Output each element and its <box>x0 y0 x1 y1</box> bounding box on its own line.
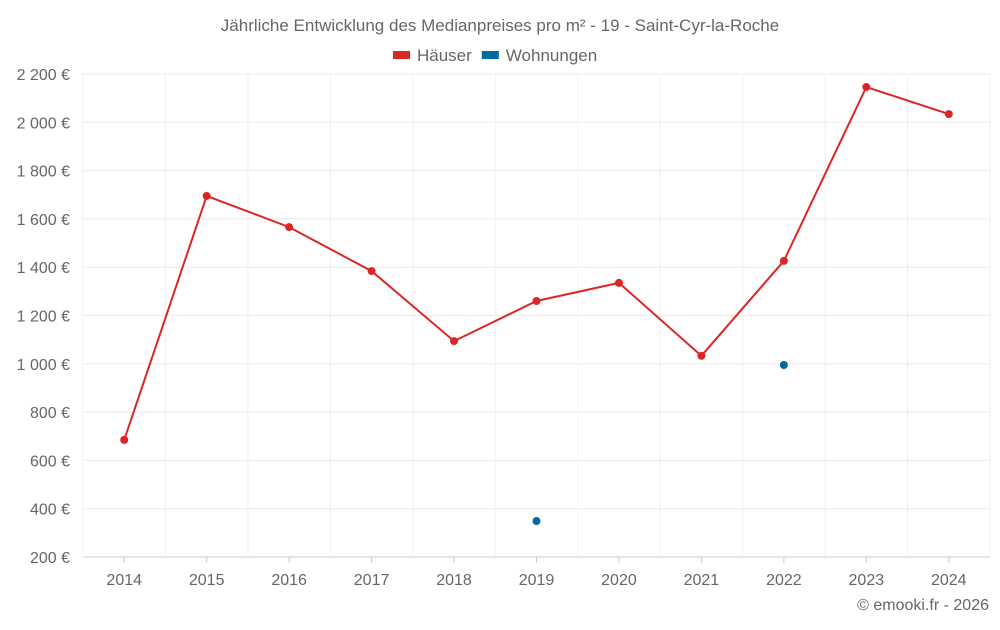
data-point <box>697 351 706 360</box>
x-tick-label: 2018 <box>436 572 472 589</box>
y-tick-label: 200 € <box>30 550 70 567</box>
y-tick-label: 1 600 € <box>17 212 70 229</box>
y-tick-label: 2 000 € <box>17 115 70 132</box>
data-point <box>944 110 953 119</box>
data-point <box>367 267 376 276</box>
y-tick-label: 1 400 € <box>17 260 70 277</box>
data-point <box>450 337 459 346</box>
x-tick-label: 2023 <box>849 572 885 589</box>
data-point <box>202 191 211 200</box>
y-tick-label: 600 € <box>30 453 70 470</box>
credit: © emooki.fr - 2026 <box>857 597 989 614</box>
y-tick-label: 1 800 € <box>17 164 70 181</box>
legend-label: Wohnungen <box>506 46 597 65</box>
x-tick-label: 2024 <box>931 572 967 589</box>
legend: Häuser Wohnungen <box>393 46 597 65</box>
x-tick-label: 2021 <box>684 572 720 589</box>
data-point <box>532 297 541 306</box>
data-point <box>779 361 788 370</box>
x-tick-label: 2014 <box>106 572 142 589</box>
y-tick-label: 400 € <box>30 502 70 519</box>
data-point <box>779 256 788 265</box>
y-tick-label: 800 € <box>30 405 70 422</box>
legend-swatch <box>481 51 499 59</box>
legend-label: Häuser <box>417 46 472 65</box>
y-tick-label: 2 200 € <box>17 67 70 84</box>
x-tick-label: 2017 <box>354 572 390 589</box>
legend-swatch <box>393 51 410 59</box>
data-point <box>614 278 623 287</box>
x-tick-label: 2015 <box>189 572 225 589</box>
x-tick-label: 2019 <box>519 572 555 589</box>
chart-title: Jährliche Entwicklung des Medianpreises … <box>221 16 779 35</box>
y-tick-label: 1 000 € <box>17 357 70 374</box>
data-point <box>285 223 294 232</box>
data-point <box>532 517 541 526</box>
x-tick-label: 2020 <box>601 572 637 589</box>
x-tick-label: 2022 <box>766 572 802 589</box>
data-point <box>862 83 871 92</box>
data-point <box>120 435 129 444</box>
x-tick-label: 2016 <box>271 572 307 589</box>
y-tick-label: 1 200 € <box>17 309 70 326</box>
